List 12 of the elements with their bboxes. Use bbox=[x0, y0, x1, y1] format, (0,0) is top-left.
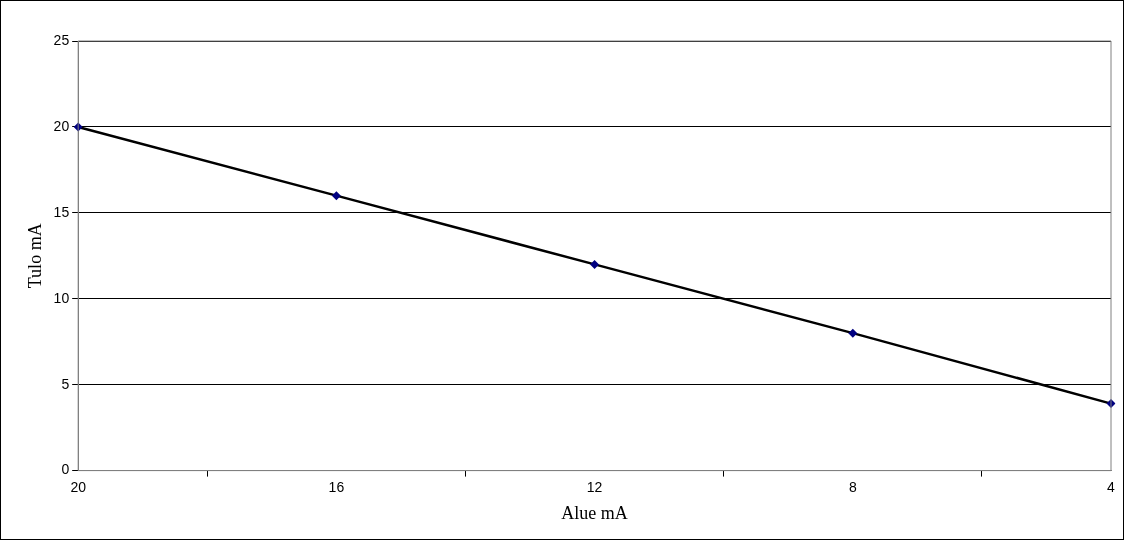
x-tick-label: 12 bbox=[586, 478, 603, 495]
y-tick-label: 15 bbox=[53, 203, 70, 220]
y-tick-label: 5 bbox=[61, 375, 70, 392]
y-tick-label: 0 bbox=[61, 461, 70, 478]
x-tick-label: 4 bbox=[1107, 478, 1116, 495]
x-tick-label: 8 bbox=[848, 478, 857, 495]
x-axis-title: Alue mA bbox=[561, 502, 628, 523]
y-tick-label: 25 bbox=[53, 31, 70, 48]
y-tick-label: 20 bbox=[53, 117, 70, 134]
y-tick-label: 10 bbox=[53, 289, 70, 306]
y-axis-title: Tulo mA bbox=[24, 223, 45, 289]
x-tick-label: 16 bbox=[328, 478, 345, 495]
